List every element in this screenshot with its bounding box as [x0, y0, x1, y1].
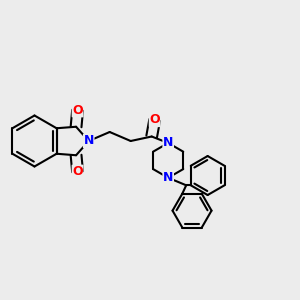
- Text: N: N: [163, 171, 173, 184]
- Text: O: O: [72, 165, 83, 178]
- Text: N: N: [163, 136, 173, 149]
- Text: N: N: [83, 134, 94, 148]
- Text: O: O: [149, 113, 160, 127]
- Text: O: O: [72, 104, 83, 117]
